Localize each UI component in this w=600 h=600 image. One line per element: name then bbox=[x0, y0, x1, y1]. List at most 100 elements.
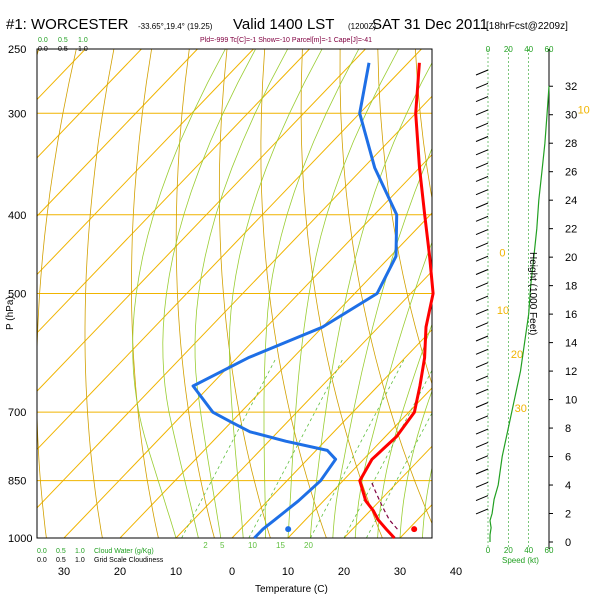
top-cloud-water-label: 0.5 bbox=[58, 37, 68, 44]
bottom-cloud-water-label: 0.0 bbox=[37, 548, 47, 555]
wind-barb bbox=[475, 415, 489, 422]
surface-point bbox=[285, 526, 292, 533]
height-tick-label: 32 bbox=[565, 81, 577, 93]
pressure-tick-label: 1000 bbox=[8, 533, 32, 545]
wind-barb bbox=[475, 441, 489, 448]
x-axis-label: Temperature (C) bbox=[255, 584, 328, 595]
height-tick-label: 2 bbox=[565, 509, 571, 521]
y-axis-label: P (hPa) bbox=[5, 296, 16, 330]
chart-labels: #1: WORCESTER -33.65°,19.4° (19.25) Vali… bbox=[5, 16, 568, 595]
dry-adiabat bbox=[175, 49, 215, 538]
height-tick-label: 4 bbox=[565, 480, 571, 492]
dry-adiabat bbox=[37, 49, 77, 538]
moist-adiabat bbox=[162, 49, 256, 538]
temperature-series-line bbox=[358, 62, 435, 540]
height-tick-label: 6 bbox=[565, 452, 571, 464]
wind-barb bbox=[475, 388, 489, 395]
wind-barb bbox=[475, 295, 489, 302]
temperature-tick-label: 20 bbox=[338, 566, 350, 578]
wind-barb bbox=[475, 175, 489, 182]
isotherm-line bbox=[37, 49, 366, 392]
height-tick-label: 18 bbox=[565, 281, 577, 293]
height-tick-label: 30 bbox=[565, 110, 577, 122]
wind-axis-top-label: 60 bbox=[545, 45, 554, 54]
pressure-tick-label: 300 bbox=[8, 108, 26, 120]
mixing-ratio-label: 15 bbox=[276, 541, 285, 550]
pressure-tick-label: 850 bbox=[8, 476, 26, 488]
mixing-ratio-label: 20 bbox=[304, 541, 313, 550]
valid-time: Valid 1400 LST bbox=[233, 16, 334, 33]
wind-barb bbox=[475, 215, 489, 222]
temperature-tick-label: 10 bbox=[282, 566, 294, 578]
wind-barb bbox=[475, 255, 489, 262]
isotherm-line bbox=[287, 387, 432, 538]
plot-grid-lines bbox=[37, 49, 600, 538]
wind-barb bbox=[475, 242, 489, 249]
moist-adiabat bbox=[399, 389, 432, 538]
wind-axis-bottom-label: 20 bbox=[504, 546, 513, 555]
bottom-cloud-water-label: 1.0 bbox=[75, 548, 85, 555]
wind-axis-bottom-label: 40 bbox=[524, 546, 533, 555]
moist-adiabat bbox=[132, 49, 226, 538]
mixing-ratio-line bbox=[310, 357, 406, 538]
height-tick-label: 26 bbox=[565, 167, 577, 179]
wind-barb bbox=[475, 402, 489, 408]
isotherm-line bbox=[231, 328, 432, 538]
isotherm-line bbox=[568, 49, 600, 538]
height-tick-label: 8 bbox=[565, 423, 571, 435]
mixing-ratio-label: 10 bbox=[248, 541, 257, 550]
height-tick-label: 22 bbox=[565, 224, 577, 236]
dry-adiabat bbox=[453, 49, 600, 538]
wind-barb bbox=[475, 455, 489, 462]
pressure-tick-label: 500 bbox=[8, 289, 26, 301]
wind-barb bbox=[475, 348, 489, 355]
pressure-tick-label: 700 bbox=[8, 407, 26, 419]
temperature-tick-label: 20 bbox=[114, 566, 126, 578]
valid-date: SAT 31 Dec 2011 bbox=[372, 16, 488, 33]
moist-adiabat bbox=[354, 241, 432, 538]
forecast-label: [18hrFcst@2209z] bbox=[486, 21, 568, 32]
top-cloudiness-label: 0.5 bbox=[58, 46, 68, 53]
wind-axis-top-label: 0 bbox=[486, 45, 491, 54]
skewt-grid: 2503004005007008501000302010010203040010… bbox=[8, 37, 600, 578]
isotherm-line bbox=[37, 49, 142, 159]
isotherm-line bbox=[512, 49, 600, 538]
moist-adiabat bbox=[422, 466, 432, 538]
height-tick-label: 20 bbox=[565, 252, 577, 264]
dry-adiabat bbox=[377, 49, 432, 386]
isotherm-line bbox=[119, 212, 432, 538]
wind-barb bbox=[475, 282, 489, 289]
moist-adiabat bbox=[194, 49, 289, 538]
wind-axis-top-label: 20 bbox=[504, 45, 513, 54]
wind-barb bbox=[475, 82, 489, 89]
height-tick-label: 16 bbox=[565, 309, 577, 321]
temperature-tick-label: 40 bbox=[450, 566, 462, 578]
wind-barb bbox=[475, 269, 489, 275]
bottom-cloud-water-label: 0.5 bbox=[56, 548, 66, 555]
wind-barb bbox=[475, 308, 489, 315]
mixing-ratio-line bbox=[366, 412, 432, 538]
dry-adiabat bbox=[300, 49, 383, 538]
height-tick-label: 0 bbox=[565, 537, 571, 549]
mixing-ratio-line bbox=[343, 369, 432, 538]
bottom-cloudiness-label: 1.0 bbox=[75, 557, 85, 564]
mixing-ratio-label: 5 bbox=[220, 541, 225, 550]
wind-axis-top-label: 40 bbox=[524, 45, 533, 54]
pressure-tick-label: 250 bbox=[8, 44, 26, 56]
top-cloudiness-label: 0.0 bbox=[38, 46, 48, 53]
height-tick-label: 12 bbox=[565, 366, 577, 378]
wind-barb bbox=[475, 375, 489, 382]
sounding-series bbox=[191, 62, 435, 540]
wind-barb bbox=[475, 362, 489, 369]
isotherm-line bbox=[37, 49, 310, 334]
moist-adiabat bbox=[263, 49, 360, 538]
bottom-cloudiness-label: Grid Scale Cloudiness bbox=[94, 557, 164, 564]
isotherm-line bbox=[37, 49, 422, 451]
dry-adiabat bbox=[529, 49, 600, 538]
temperature-tick-label: 10 bbox=[170, 566, 182, 578]
moist-adiabat bbox=[287, 49, 399, 538]
isotherm-label: 10 bbox=[497, 305, 509, 317]
mixing-ratio-line bbox=[248, 357, 344, 538]
isotherm-label: 10 bbox=[578, 104, 590, 116]
